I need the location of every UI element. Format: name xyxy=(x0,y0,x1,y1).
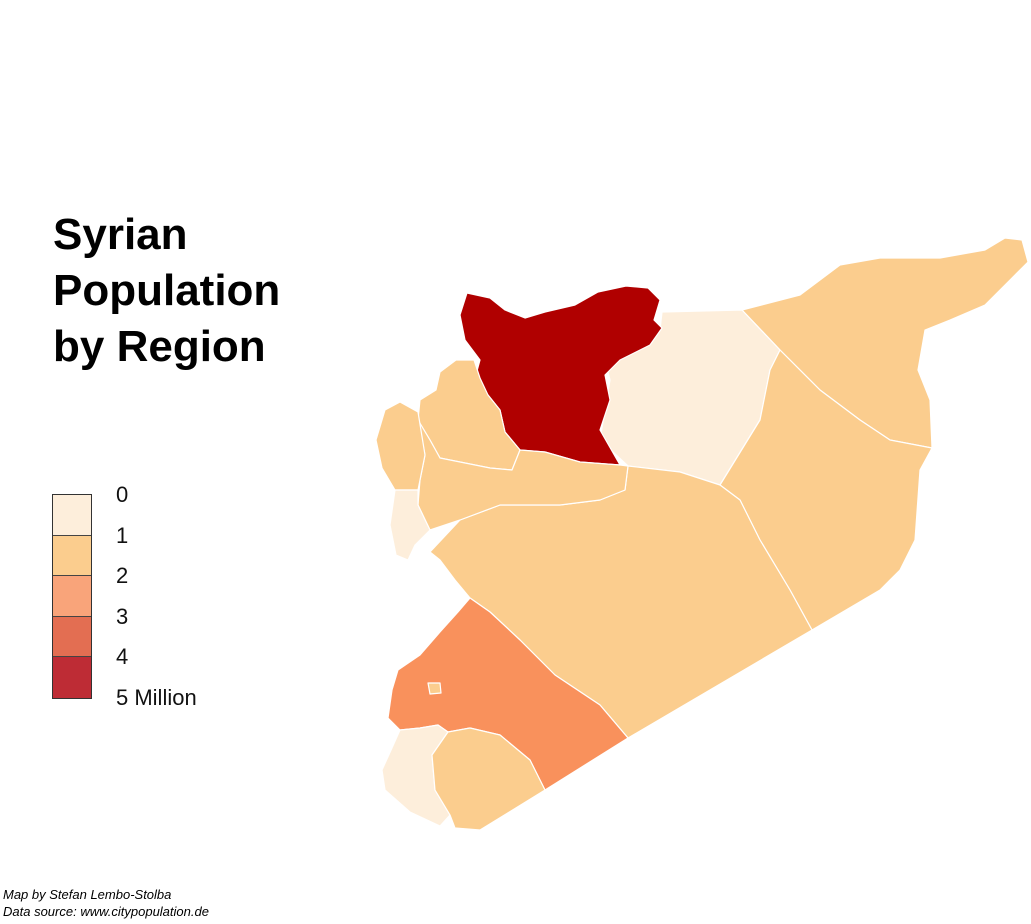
legend-swatch-4-5 xyxy=(53,657,91,698)
region-damascus xyxy=(427,682,442,695)
legend-label-5: 5 Million xyxy=(116,684,197,710)
map-credits: Map by Stefan Lembo-Stolba Data source: … xyxy=(3,886,209,920)
legend-label-0: 0 xyxy=(116,482,129,507)
region-latakia xyxy=(375,401,426,491)
legend-label-2: 2 xyxy=(116,563,129,588)
legend-swatch-2-3 xyxy=(53,576,91,617)
region-daraa xyxy=(431,727,546,831)
title-line-1: Syrian xyxy=(53,210,188,259)
title-line-3: by Region xyxy=(53,322,266,371)
title-line-2: Population xyxy=(53,266,281,315)
credit-author: Map by Stefan Lembo-Stolba xyxy=(3,887,172,902)
legend: 0 1 2 3 4 5 Million xyxy=(52,482,197,710)
legend-label-4: 4 xyxy=(116,644,129,669)
legend-label-1: 1 xyxy=(116,522,129,548)
map-title: Syrian Population by Region xyxy=(53,207,280,375)
legend-swatch-1-2 xyxy=(53,535,91,576)
credit-source: Data source: www.citypopulation.de xyxy=(3,904,209,919)
legend-swatch-3-4 xyxy=(53,616,91,657)
legend-swatch-0-1 xyxy=(53,495,91,536)
legend-label-3: 3 xyxy=(116,603,129,629)
legend-color-scale xyxy=(52,494,92,699)
region-deir-ez-zor xyxy=(719,349,933,631)
region-tartus xyxy=(389,489,431,561)
